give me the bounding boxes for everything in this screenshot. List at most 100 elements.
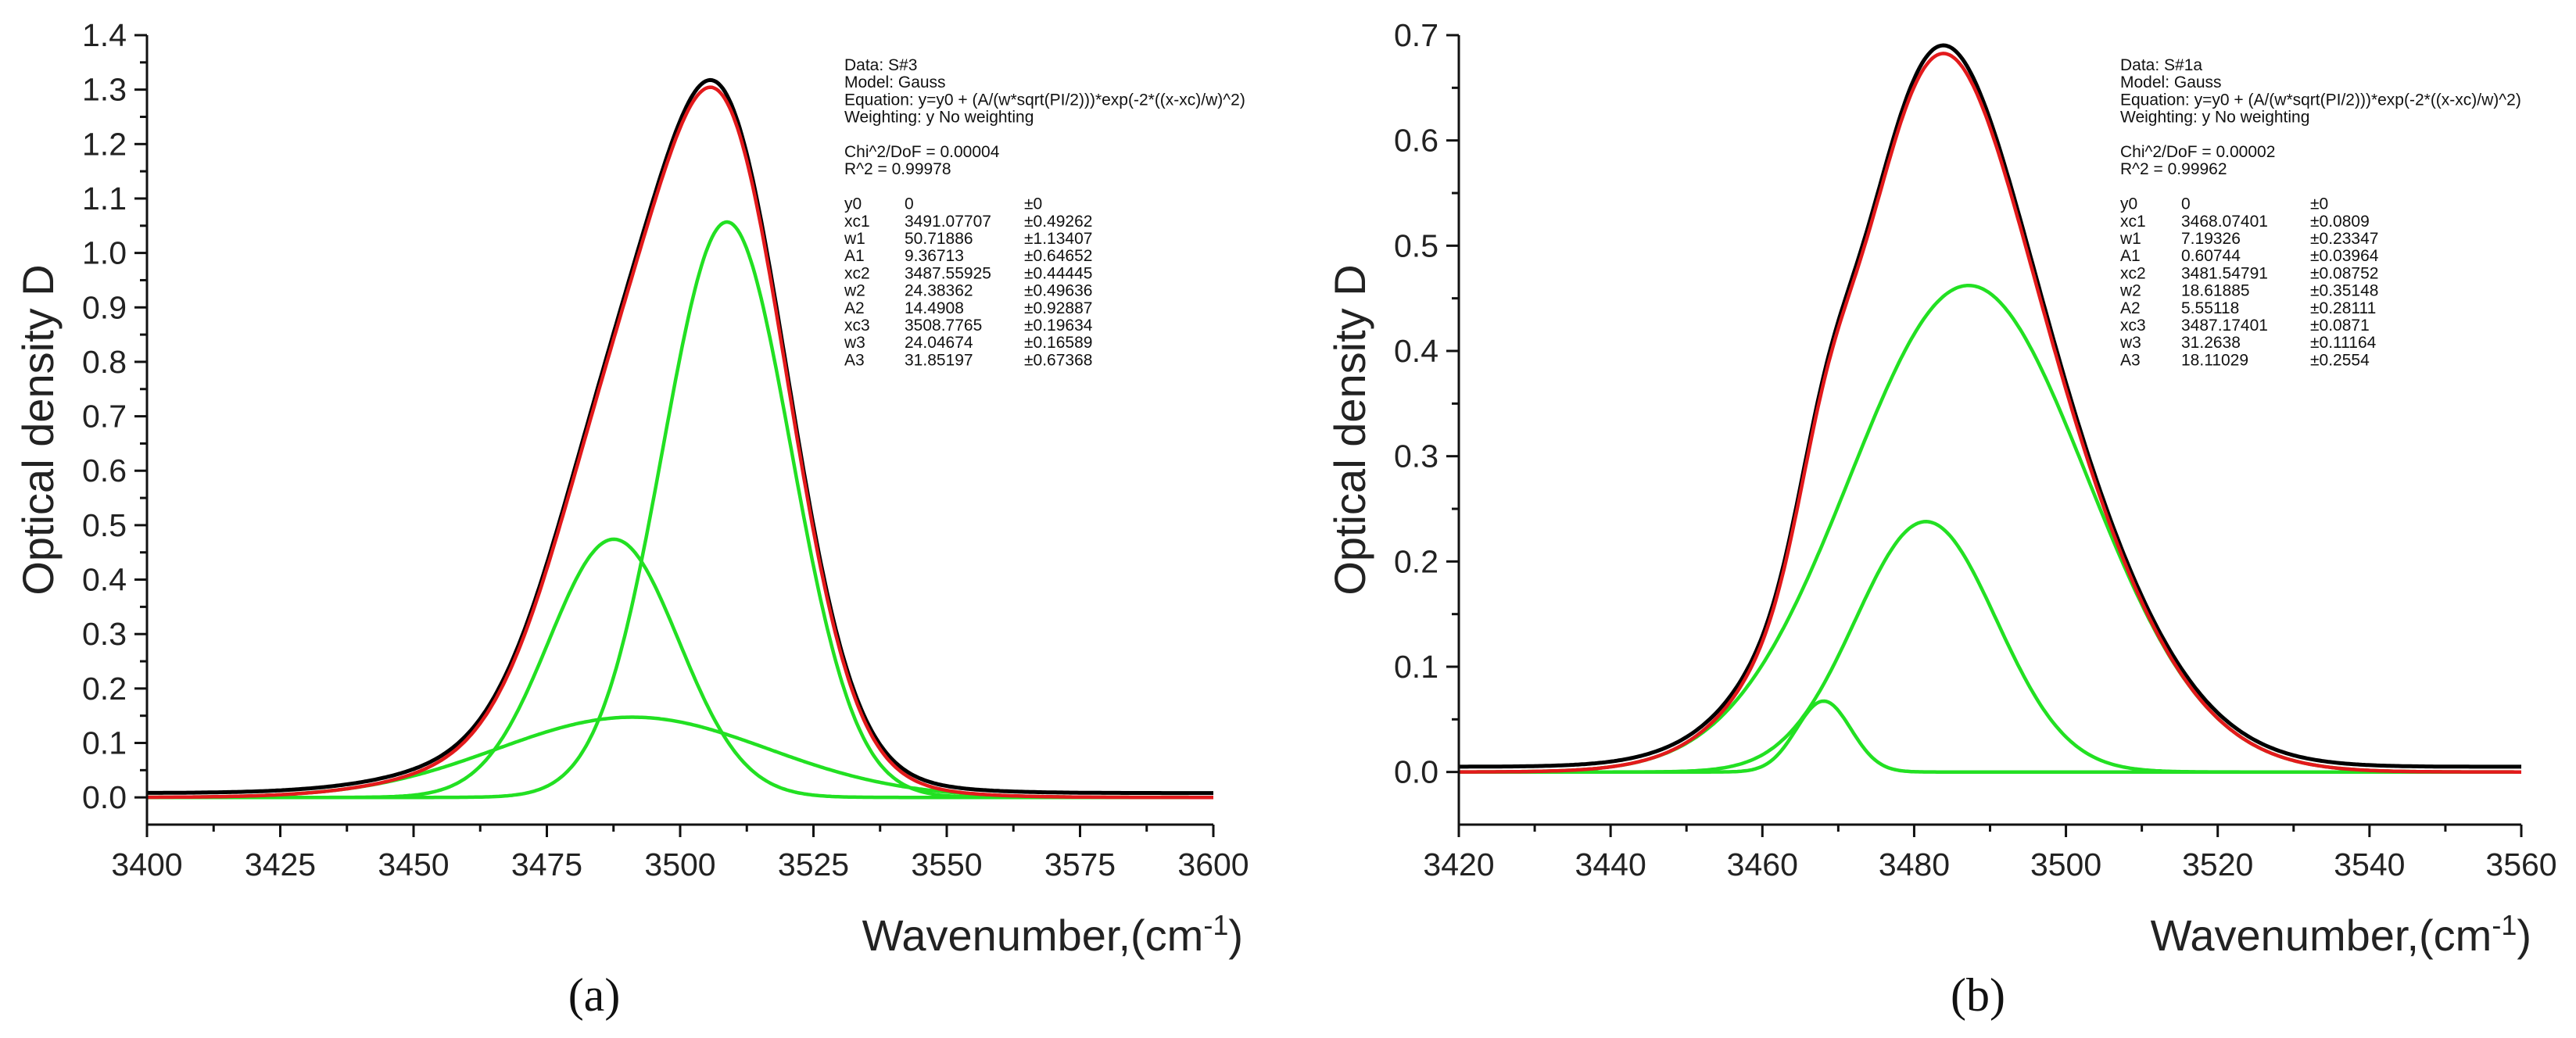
fit-param-cell: ±0.2554 xyxy=(2310,351,2370,369)
x-tick-label: 3420 xyxy=(1423,847,1494,882)
fit-param-cell: A3 xyxy=(2120,351,2141,369)
y-tick-label: 0.4 xyxy=(82,562,127,598)
x-axis-title: Wavenumber,(cm-1) xyxy=(2151,909,2531,960)
y-axis-title: Optical density D xyxy=(1325,264,1374,595)
x-tick-label: 3400 xyxy=(111,847,182,882)
fit-param-cell: ±0.44445 xyxy=(1024,264,1092,282)
y-axis-title: Optical density D xyxy=(13,264,63,595)
y-tick-label: 0.4 xyxy=(1394,333,1438,369)
x-tick-label: 3600 xyxy=(1177,847,1249,882)
fit-param-cell: ±0.23347 xyxy=(2310,230,2378,248)
x-axis-title-main: Wavenumber,(cm xyxy=(2151,911,2492,960)
fit-report-data: Data: S#3 xyxy=(844,56,917,74)
fit-report: Data: S#1a Model: Gauss Equation: y=y0 +… xyxy=(2119,56,2521,369)
y-tick-label: 0.2 xyxy=(1394,543,1438,579)
fit-param-cell: ±0.0809 xyxy=(2310,213,2370,231)
component-peak-1 xyxy=(147,715,1213,800)
x-tick-label: 3500 xyxy=(644,847,715,882)
y-tick-label: 0.5 xyxy=(82,507,127,543)
x-axis-title: Wavenumber,(cm-1) xyxy=(862,909,1243,960)
fit-report: Data: S#3 Model: Gauss Equation: y=y0 + … xyxy=(844,56,1245,369)
y-tick-label: 0.5 xyxy=(1394,227,1438,263)
fit-param-cell: 50.71886 xyxy=(905,230,973,248)
fit-param-cell: ±0.35148 xyxy=(2310,282,2378,300)
fit-param-cell: xc3 xyxy=(844,317,870,335)
y-tick-label: 0.9 xyxy=(82,289,127,325)
fit-param-cell: ±0.0871 xyxy=(2310,317,2370,335)
x-tick-label: 3500 xyxy=(2030,847,2101,882)
fit-param-cell: 18.61885 xyxy=(2181,282,2250,300)
fit-param-cell: ±0.11164 xyxy=(2310,334,2377,352)
fit-param-cell: 18.11029 xyxy=(2181,351,2248,369)
fit-param-cell: A1 xyxy=(2120,247,2141,265)
y-tick-label: 0.7 xyxy=(1394,17,1438,53)
fit-param-cell: ±0.19634 xyxy=(1024,317,1093,335)
fit-report-weighting: Weighting: y No weighting xyxy=(844,109,1034,127)
fit-report-chi2: Chi^2/DoF = 0.00002 xyxy=(2120,143,2275,161)
fit-param-cell: xc2 xyxy=(844,264,870,282)
fit-param-cell: 0 xyxy=(2181,195,2191,213)
y-tick-label: 0.2 xyxy=(82,671,127,707)
fit-param-cell: y0 xyxy=(2120,195,2137,213)
fit-param-cell: w2 xyxy=(2119,282,2141,300)
fit-param-cell: xc1 xyxy=(844,213,870,231)
x-tick-label: 3540 xyxy=(2334,847,2405,882)
x-axis-title-suffix: ) xyxy=(2517,911,2531,960)
y-tick-label: 0.6 xyxy=(1394,123,1438,159)
x-axis-title-superscript: -1 xyxy=(2492,909,2517,941)
fit-param-cell: ±0.08752 xyxy=(2310,264,2378,282)
experimental-spectrum xyxy=(1459,43,2521,769)
fit-param-cell: 14.4908 xyxy=(905,299,964,317)
fit-param-cell: w3 xyxy=(2119,334,2141,352)
fit-param-cell: ±0.28111 xyxy=(2310,299,2376,317)
x-tick-label: 3440 xyxy=(1575,847,1646,882)
y-tick-label: 1.4 xyxy=(82,17,127,53)
fit-report-data: Data: S#1a xyxy=(2120,56,2202,74)
panel-label: (a) xyxy=(568,969,621,1021)
chart-panel-a: 0.0 0.1 0.2 0.3 0.4 0.5 0.6 0.7 0.8 0.9 1.0 1.1 1.2 1… xyxy=(13,17,1249,1021)
fit-param-cell: y0 xyxy=(844,195,862,213)
fit-param-cell: w1 xyxy=(2119,230,2141,248)
chart-panel-b: 0.0 0.1 0.2 0.3 0.4 0.5 0.6 0.7 3420 3440 3460 348… xyxy=(1325,17,2557,1021)
y-tick-label: 1.2 xyxy=(82,126,127,162)
x-tick-label: 3480 xyxy=(1879,847,1950,882)
y-tick-label: 0.0 xyxy=(82,779,127,815)
x-tick-label: 3520 xyxy=(2182,847,2253,882)
component-peak-2 xyxy=(1459,520,2521,774)
y-tick-label: 0.6 xyxy=(82,453,127,489)
fit-report-chi2: Chi^2/DoF = 0.00004 xyxy=(844,143,1000,161)
fit-report-model: Model: Gauss xyxy=(844,73,946,91)
y-tick-label: 0.7 xyxy=(82,399,127,435)
fit-param-cell: 24.38362 xyxy=(905,282,973,300)
fit-param-cell: w2 xyxy=(844,282,865,300)
fit-param-cell: 31.85197 xyxy=(905,351,973,369)
fit-param-cell: 7.19326 xyxy=(2181,230,2241,248)
fit-param-cell: A2 xyxy=(2120,299,2141,317)
fit-param-cell: ±0.49262 xyxy=(1024,213,1092,231)
x-axis-title-superscript: -1 xyxy=(1203,909,1228,941)
fit-param-cell: 0.60744 xyxy=(2181,247,2241,265)
fit-param-cell: w1 xyxy=(844,230,865,248)
cumulative-fit xyxy=(1459,52,2521,774)
fit-param-cell: xc3 xyxy=(2120,317,2146,335)
y-tick-label: 0.8 xyxy=(82,344,127,380)
fit-param-cell: A2 xyxy=(844,299,865,317)
x-axis-title-suffix: ) xyxy=(1228,911,1243,960)
y-tick-label: 1.1 xyxy=(82,181,127,217)
fit-param-cell: 9.36713 xyxy=(905,247,964,265)
x-tick-label: 3450 xyxy=(378,847,449,882)
y-tick-label: 0.3 xyxy=(82,616,127,652)
fit-param-cell: ±0 xyxy=(2310,195,2328,213)
y-tick-label: 1.0 xyxy=(82,235,127,271)
x-tick-label: 3460 xyxy=(1727,847,1798,882)
fit-param-cell: 3487.55925 xyxy=(905,264,991,282)
fit-param-cell: 0 xyxy=(905,195,914,213)
fit-param-cell: 31.2638 xyxy=(2181,334,2241,352)
fit-report-equation: Equation: y=y0 + (A/(w*sqrt(PI/2)))*exp(… xyxy=(2120,91,2521,109)
y-tick-label: 0.1 xyxy=(82,725,127,761)
fit-report-model: Model: Gauss xyxy=(2120,73,2222,91)
fit-param-cell: w3 xyxy=(844,334,865,352)
fit-param-cell: ±0.92887 xyxy=(1024,299,1092,317)
experimental-spectrum xyxy=(147,77,1213,796)
fit-param-cell: xc2 xyxy=(2120,264,2146,282)
